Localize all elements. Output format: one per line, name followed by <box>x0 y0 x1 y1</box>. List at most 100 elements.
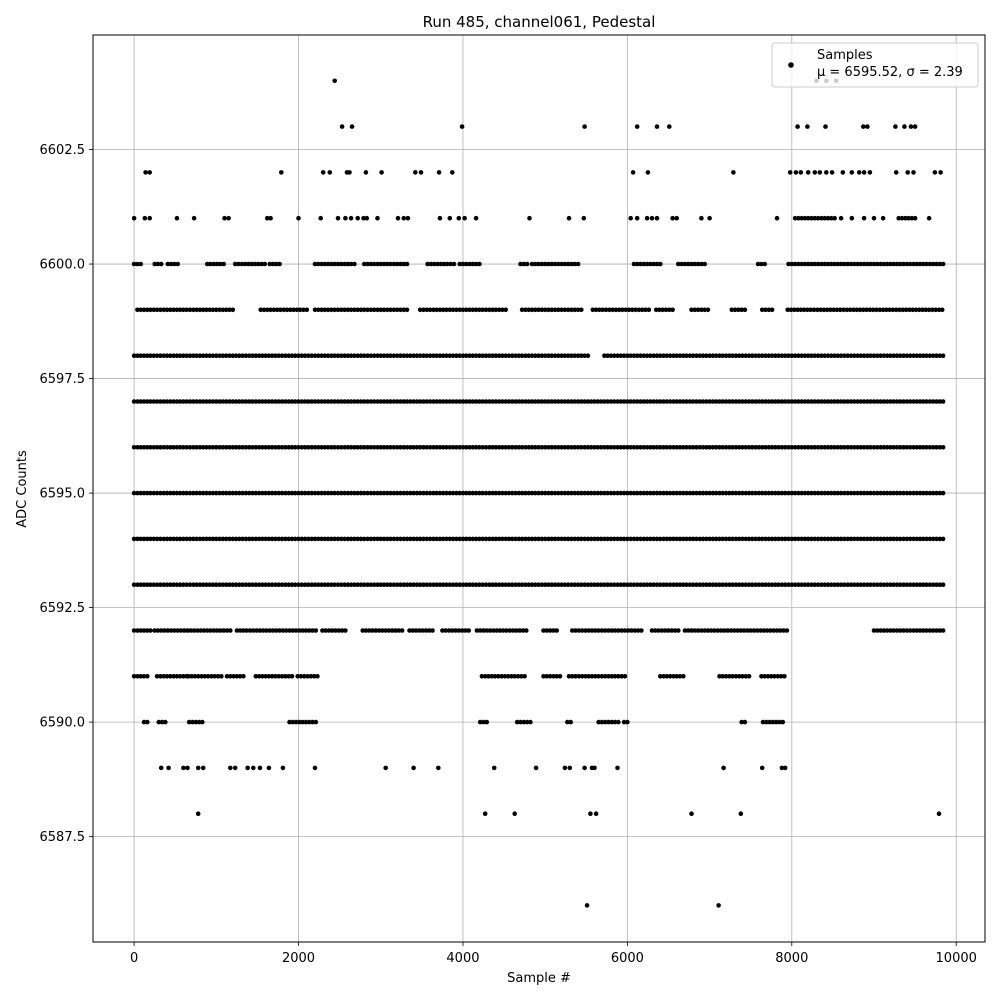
data-point <box>546 261 551 267</box>
data-point <box>592 399 597 404</box>
data-point <box>815 261 821 267</box>
data-point <box>707 215 712 221</box>
data-point <box>401 582 407 587</box>
data-point <box>896 215 901 221</box>
data-point <box>483 582 489 587</box>
data-point <box>733 536 739 542</box>
data-point <box>226 215 231 221</box>
data-point <box>375 399 380 404</box>
data-point <box>740 536 745 542</box>
data-point <box>746 582 752 587</box>
data-point <box>610 307 615 313</box>
data-point <box>632 628 638 633</box>
data-point <box>868 490 873 496</box>
data-point <box>283 674 288 679</box>
data-point <box>375 215 380 221</box>
data-point <box>554 674 559 679</box>
data-point <box>825 353 831 359</box>
data-point <box>677 353 683 359</box>
data-point <box>473 445 479 450</box>
data-point <box>306 445 311 450</box>
data-point <box>299 353 305 359</box>
data-point <box>799 582 804 587</box>
data-point <box>388 353 393 359</box>
data-point <box>638 353 643 359</box>
data-point <box>496 399 502 404</box>
data-point <box>924 445 929 450</box>
data-point <box>233 490 239 496</box>
data-point <box>242 261 248 267</box>
data-point <box>694 399 699 404</box>
data-point <box>145 399 150 404</box>
data-point <box>533 261 538 267</box>
data-point <box>861 124 866 129</box>
data-point <box>644 445 650 450</box>
data-point <box>904 353 910 359</box>
data-point <box>447 445 453 450</box>
data-point <box>437 582 443 587</box>
data-point <box>187 353 193 359</box>
data-point <box>284 307 290 313</box>
data-point <box>786 536 791 542</box>
data-point <box>795 124 800 129</box>
data-point <box>681 353 686 359</box>
data-point <box>263 674 268 679</box>
data-point <box>602 399 607 404</box>
data-point <box>332 399 338 404</box>
data-point <box>605 536 610 542</box>
data-point <box>796 261 801 267</box>
data-point <box>720 445 725 450</box>
data-point <box>582 353 587 359</box>
data-point <box>927 353 933 359</box>
data-point <box>857 307 863 313</box>
data-point <box>773 399 778 404</box>
data-point <box>697 582 702 587</box>
data-point <box>135 261 140 267</box>
data-point <box>631 490 637 496</box>
data-point <box>191 399 196 404</box>
data-point <box>720 536 725 542</box>
data-point <box>589 674 595 679</box>
data-point <box>156 719 162 725</box>
data-point <box>342 353 347 359</box>
data-point <box>890 307 896 313</box>
data-point <box>592 582 597 587</box>
data-point <box>914 490 920 496</box>
data-point <box>194 582 199 587</box>
data-point <box>746 353 752 359</box>
data-point <box>523 536 528 542</box>
data-point <box>263 582 268 587</box>
data-point <box>138 674 143 679</box>
data-point <box>388 261 393 267</box>
data-point <box>391 536 397 542</box>
data-point <box>575 445 581 450</box>
data-point <box>690 353 696 359</box>
data-point <box>459 124 465 129</box>
data-point <box>289 536 295 542</box>
data-point <box>368 399 374 404</box>
data-point <box>214 445 219 450</box>
data-point <box>585 445 591 450</box>
data-point <box>865 582 870 587</box>
data-point <box>829 353 834 359</box>
data-point <box>605 445 610 450</box>
data-point <box>634 490 640 496</box>
data-point <box>822 536 827 542</box>
data-point <box>717 582 722 587</box>
data-point <box>844 307 850 313</box>
data-point <box>822 261 827 267</box>
data-point <box>880 215 886 221</box>
data-point <box>186 674 191 679</box>
data-point <box>297 628 302 633</box>
data-point <box>838 445 844 450</box>
data-point <box>707 536 712 542</box>
data-point <box>730 353 735 359</box>
data-point <box>569 307 574 313</box>
data-point <box>385 582 390 587</box>
data-point <box>266 445 272 450</box>
data-point <box>233 536 239 542</box>
data-point <box>483 445 489 450</box>
data-point <box>395 215 401 221</box>
data-point <box>413 628 419 633</box>
